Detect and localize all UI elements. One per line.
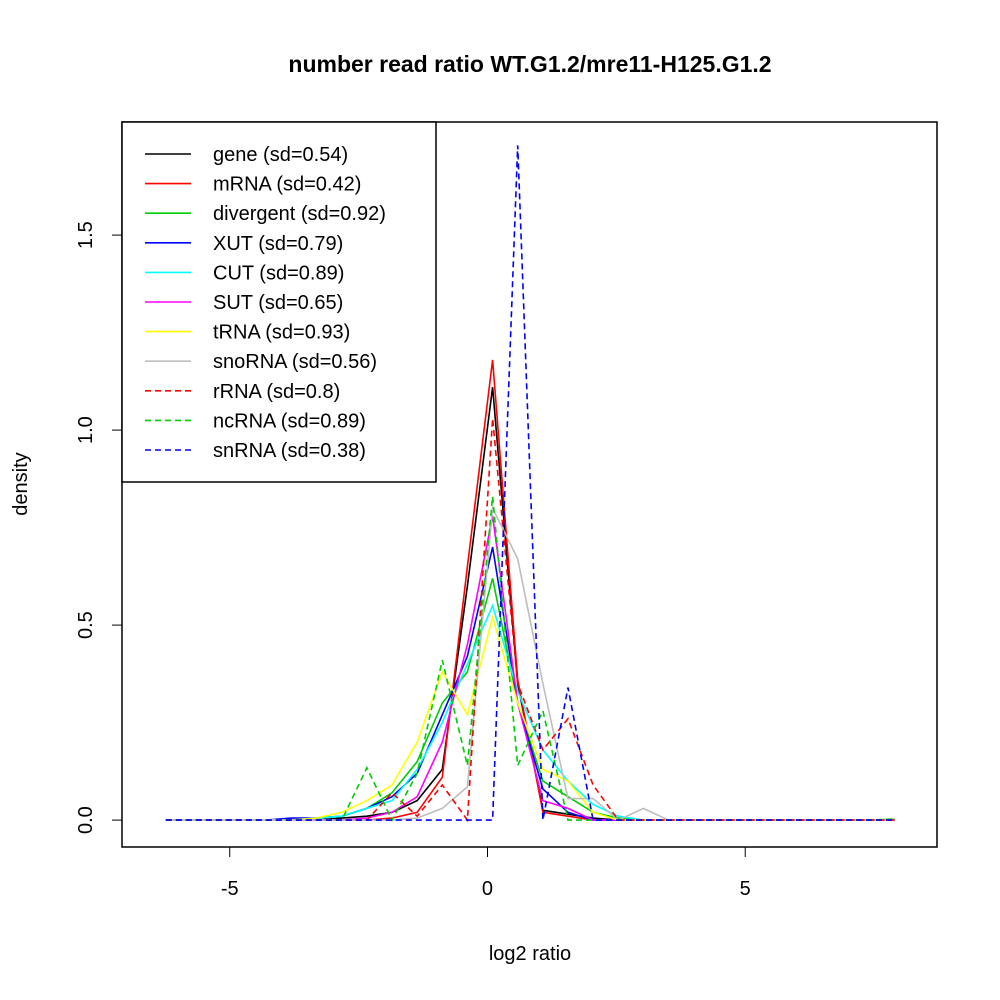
legend-label-10: snRNA (sd=0.38) — [213, 440, 366, 462]
series-line-2 — [165, 578, 895, 821]
chart-title: number read ratio WT.G1.2/mre11-H125.G1.… — [288, 51, 771, 77]
y-tick-label: 0.5 — [75, 611, 97, 639]
legend-label-5: SUT (sd=0.65) — [213, 292, 343, 314]
x-axis-label: log2 ratio — [489, 943, 571, 965]
legend-label-8: rRNA (sd=0.8) — [213, 381, 340, 403]
series-line-5 — [165, 515, 895, 821]
y-tick-label: 0.0 — [75, 806, 97, 834]
y-tick-label: 1.0 — [75, 416, 97, 444]
x-tick-label: 5 — [740, 878, 751, 900]
y-tick-label: 1.5 — [75, 221, 97, 249]
series-layer — [165, 145, 895, 823]
legend-label-0: gene (sd=0.54) — [213, 144, 348, 166]
legend-label-9: ncRNA (sd=0.89) — [213, 410, 366, 432]
series-line-7 — [165, 505, 895, 822]
series-line-4 — [165, 603, 895, 821]
series-line-10 — [165, 145, 895, 821]
series-line-3 — [165, 546, 895, 821]
y-axis-label: density — [10, 452, 32, 515]
legend-label-7: snoRNA (sd=0.56) — [213, 351, 377, 373]
legend-label-6: tRNA (sd=0.93) — [213, 322, 350, 344]
x-tick-label: 0 — [482, 878, 493, 900]
legend-label-4: CUT (sd=0.89) — [213, 262, 344, 284]
legend-label-2: divergent (sd=0.92) — [213, 203, 386, 225]
x-tick-label: -5 — [221, 878, 239, 900]
legend-label-3: XUT (sd=0.79) — [213, 233, 343, 255]
legend-label-1: mRNA (sd=0.42) — [213, 174, 361, 196]
legend: gene (sd=0.54) mRNA (sd=0.42) divergent (s… — [121, 121, 437, 483]
series-line-9 — [165, 496, 895, 822]
